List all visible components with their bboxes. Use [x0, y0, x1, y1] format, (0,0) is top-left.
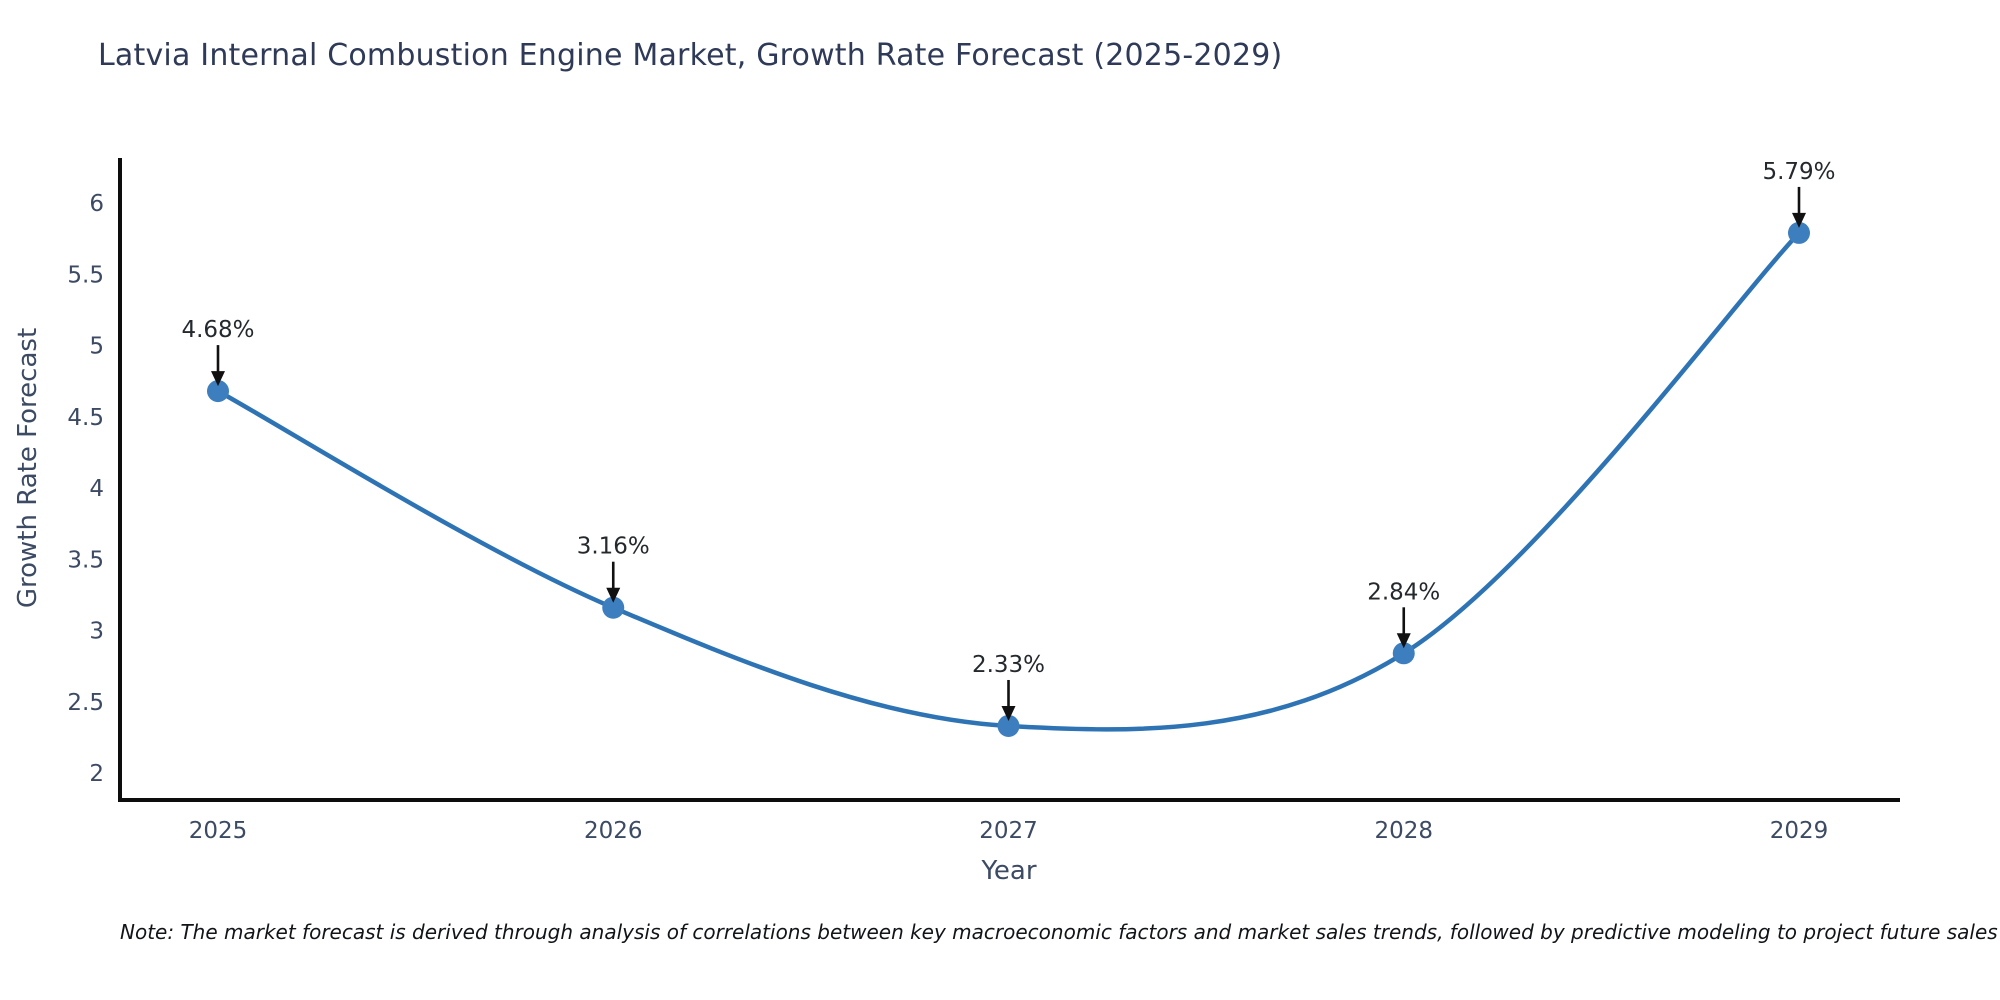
- data-point: [207, 380, 229, 403]
- chart-footnote: Note: The market forecast is derived thr…: [120, 920, 1998, 944]
- annotation-arrow-head: [1001, 705, 1016, 721]
- annotation-arrow-head: [1396, 633, 1411, 649]
- x-tick-label: 2026: [584, 818, 643, 844]
- y-tick-label: 5.5: [67, 262, 104, 288]
- data-point: [1788, 221, 1810, 244]
- y-tick-label: 2.5: [67, 690, 104, 716]
- x-tick-label: 2025: [189, 818, 248, 844]
- data-point: [997, 714, 1020, 737]
- data-point: [602, 596, 625, 619]
- annotation-arrow-head: [211, 371, 225, 387]
- x-tick-label: 2028: [1374, 818, 1433, 844]
- y-tick-label: 3.5: [67, 547, 104, 573]
- x-axis-title: Year: [981, 856, 1037, 886]
- x-tick-label: 2029: [1770, 818, 1829, 844]
- y-tick-label: 2: [89, 761, 104, 787]
- data-point-label: 2.33%: [972, 652, 1045, 678]
- data-point-label: 4.68%: [181, 317, 254, 343]
- data-point-label: 5.79%: [1762, 159, 1835, 185]
- y-tick-label: 4.5: [67, 405, 104, 431]
- y-tick-label: 6: [89, 191, 104, 217]
- y-tick-label: 3: [89, 619, 104, 645]
- y-tick-label: 4: [89, 476, 104, 502]
- data-point-label: 2.84%: [1367, 579, 1440, 605]
- data-point-label: 3.16%: [577, 534, 650, 560]
- data-point: [1392, 642, 1415, 665]
- annotation-arrow-head: [606, 587, 621, 603]
- chart-title: Latvia Internal Combustion Engine Market…: [98, 38, 1283, 73]
- y-tick-label: 5: [89, 334, 104, 360]
- annotation-arrow-head: [1792, 212, 1806, 228]
- x-tick-label: 2027: [979, 818, 1038, 844]
